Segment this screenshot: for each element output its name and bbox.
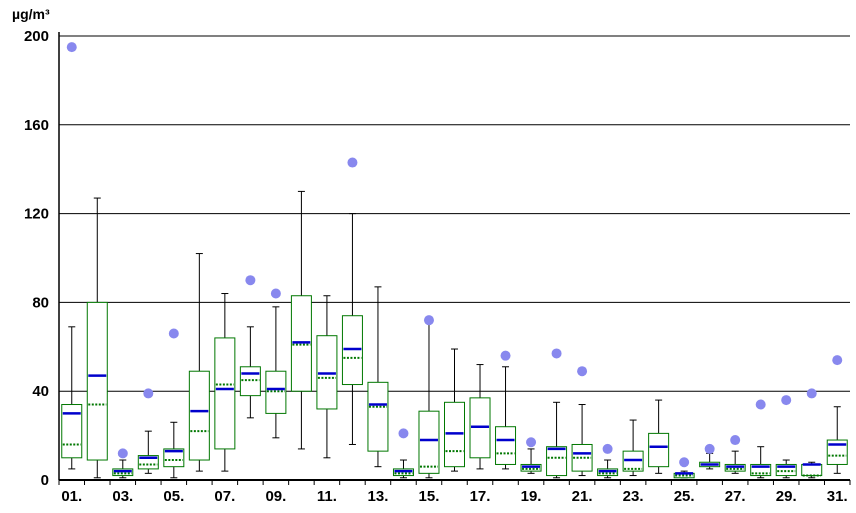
box-plot-day xyxy=(622,419,644,477)
interquartile-box xyxy=(418,410,440,474)
x-tick-label: 09. xyxy=(265,488,286,505)
box-plot-day xyxy=(392,459,414,479)
maximum-point xyxy=(577,366,588,377)
box-plot-day xyxy=(214,293,236,472)
maximum-point xyxy=(806,388,817,399)
interquartile-box xyxy=(648,432,670,468)
x-tick-label: 25. xyxy=(674,488,695,505)
interquartile-box xyxy=(826,439,848,465)
box-plot-day xyxy=(163,421,185,479)
interquartile-box xyxy=(775,463,797,477)
box-plot-day xyxy=(648,399,670,474)
x-tick-label: 03. xyxy=(112,488,133,505)
box-plot-day xyxy=(341,213,363,445)
box-plot-day xyxy=(699,452,721,470)
maximum-point xyxy=(730,435,741,446)
box-plot-day xyxy=(444,348,465,472)
x-tick-label: 19. xyxy=(521,488,542,505)
box-plot-day xyxy=(673,470,695,479)
x-tick-label: 29. xyxy=(776,488,797,505)
interquartile-box xyxy=(163,448,185,468)
maximum-point xyxy=(168,328,179,339)
x-tick-label: 13. xyxy=(368,488,389,505)
maximum-point xyxy=(500,350,511,361)
grid-lines xyxy=(59,35,850,392)
maximum-point xyxy=(704,443,715,454)
box-plot-day xyxy=(316,295,338,459)
maximum-point xyxy=(423,315,434,326)
x-tick-label: 15. xyxy=(419,488,440,505)
box-plot-day xyxy=(826,406,848,474)
x-tick-label: 07. xyxy=(214,488,235,505)
box-plot-day xyxy=(520,448,542,474)
box-plot-day xyxy=(86,197,108,479)
maximum-point xyxy=(551,348,562,359)
interquartile-box xyxy=(801,463,823,477)
box-plot-day xyxy=(112,459,134,479)
axes xyxy=(58,32,850,481)
box-plot-day xyxy=(290,190,312,450)
x-tick-label: 11. xyxy=(317,488,337,505)
box-plot-day xyxy=(469,364,491,470)
y-tick-label: 160 xyxy=(24,117,49,134)
maximum-point xyxy=(526,437,537,448)
box-plot-day xyxy=(801,461,823,479)
maximum-point xyxy=(679,457,690,468)
interquartile-box xyxy=(239,366,261,397)
box-plot-day xyxy=(597,459,619,479)
interquartile-box xyxy=(367,381,389,452)
maximum-point xyxy=(245,275,256,286)
interquartile-box xyxy=(86,301,108,461)
x-tick-label: 23. xyxy=(623,488,644,505)
x-tick-label: 01. xyxy=(61,488,82,505)
box-plot-day xyxy=(367,286,389,468)
box-plot-day xyxy=(61,326,83,470)
box-plot-day xyxy=(495,366,517,470)
y-tick-label: 200 xyxy=(24,28,49,45)
maximum-point xyxy=(602,443,613,454)
y-axis-unit-label: µg/m³ xyxy=(12,6,50,22)
box-plot-day xyxy=(137,430,159,474)
box-plot-day xyxy=(571,404,593,477)
x-tick-label: 27. xyxy=(725,488,746,505)
box-plot-day xyxy=(418,321,440,479)
x-tick-label: 21. xyxy=(572,488,593,505)
maximum-point xyxy=(117,448,128,459)
maximum-point xyxy=(755,399,766,410)
x-tick-label: 31. xyxy=(827,488,848,505)
maximum-point xyxy=(143,388,154,399)
box-plot-day xyxy=(188,253,210,472)
x-axis-ticks: 01. 03. 05. 07. 09. 11. 13. 15. 17. 19. 21. 23. 25. 2… xyxy=(58,480,851,505)
box-plots xyxy=(61,190,848,479)
y-tick-label: 80 xyxy=(32,294,49,311)
maximum-point xyxy=(347,157,358,168)
interquartile-box xyxy=(188,370,210,461)
y-tick-label: 120 xyxy=(24,206,49,223)
maximum-points xyxy=(66,42,843,468)
box-plot-day xyxy=(546,401,568,479)
maximum-point xyxy=(781,395,792,406)
interquartile-box xyxy=(495,426,517,465)
box-plot-day xyxy=(724,450,746,474)
interquartile-box xyxy=(265,370,287,414)
maximum-point xyxy=(270,288,281,299)
box-plot-day xyxy=(265,306,287,439)
x-tick-label: 17. xyxy=(470,488,491,505)
interquartile-box xyxy=(750,463,772,477)
box-plot-day xyxy=(775,459,797,479)
maximum-point xyxy=(832,355,843,366)
y-axis-ticks: 0 40 80 120 160 200 xyxy=(24,28,49,489)
box-plot-day xyxy=(750,446,772,479)
interquartile-box xyxy=(546,446,568,477)
x-tick-label: 05. xyxy=(163,488,184,505)
maximum-point xyxy=(398,428,409,439)
box-plot-day xyxy=(239,326,261,419)
interquartile-box xyxy=(214,337,236,450)
maximum-point xyxy=(66,42,77,53)
y-tick-label: 40 xyxy=(32,383,49,400)
y-tick-label: 0 xyxy=(41,472,49,489)
